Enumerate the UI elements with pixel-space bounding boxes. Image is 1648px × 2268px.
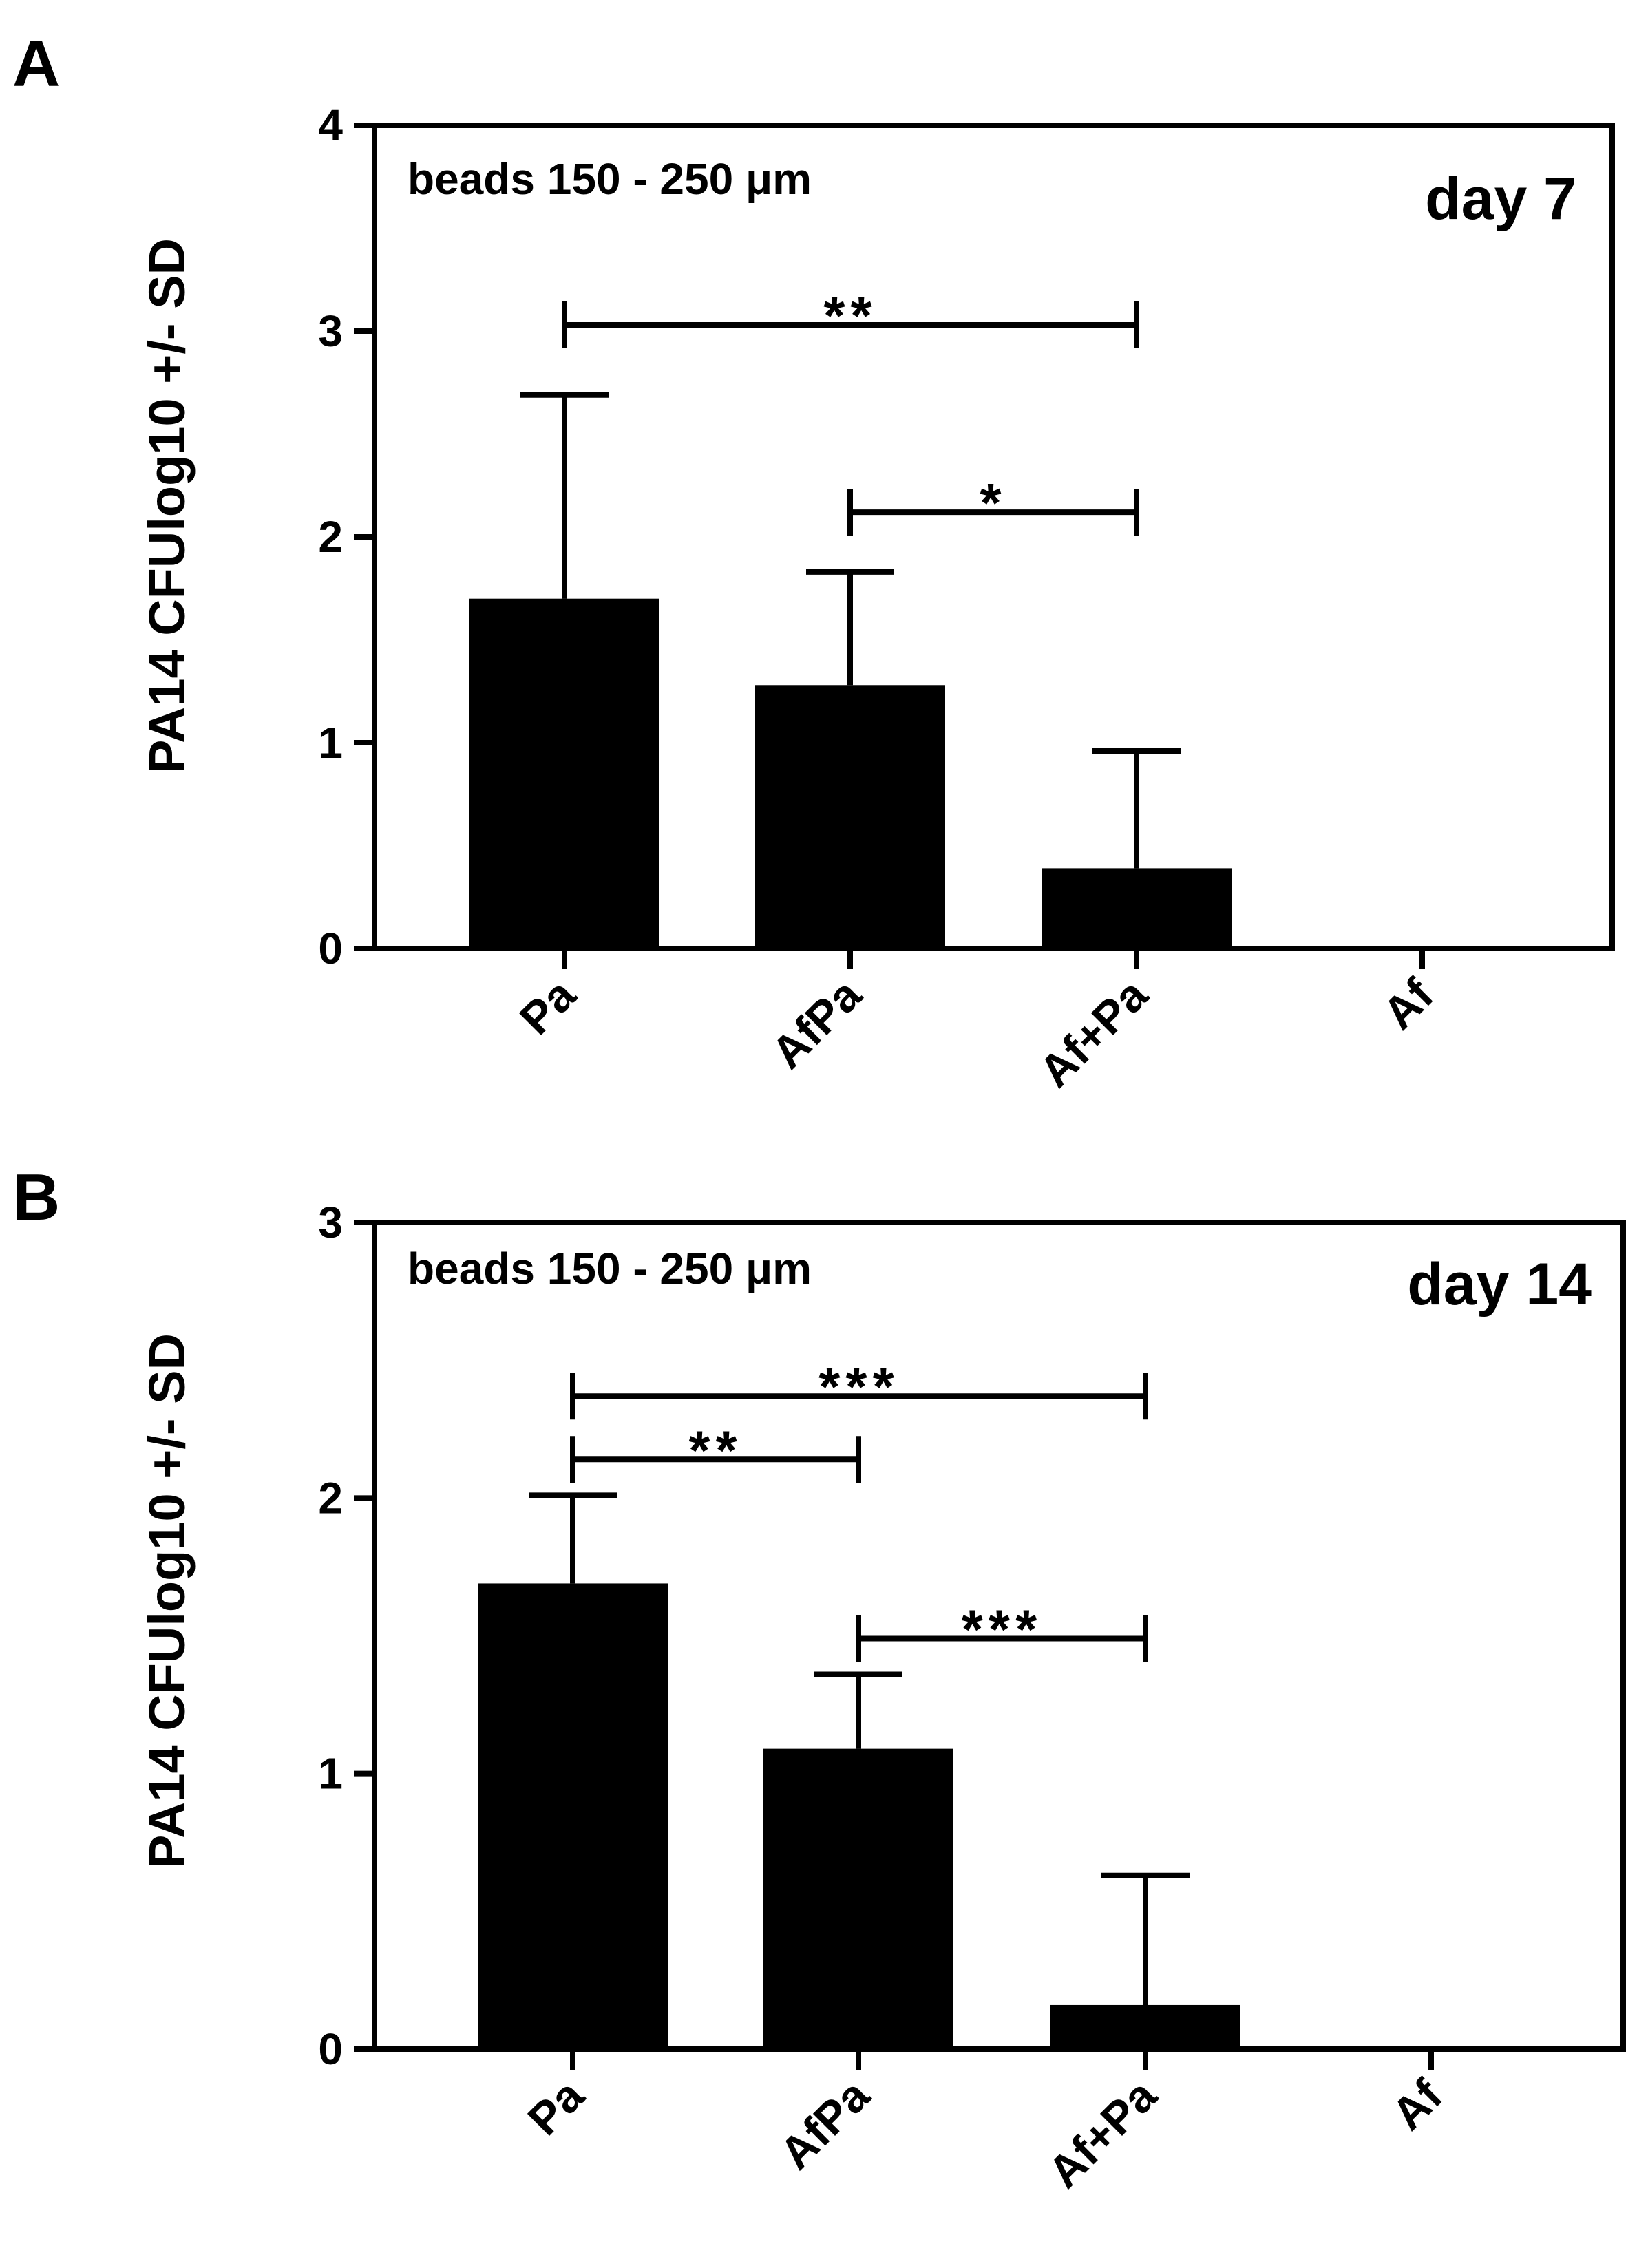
significance-stars: *** bbox=[818, 1356, 899, 1417]
panel-b: B PA14 CFUlog10 +/- SD beads 150 - 250 μ… bbox=[12, 1161, 1626, 2198]
x-tick-label: Af bbox=[1373, 968, 1443, 1039]
x-tick-label: Pa bbox=[509, 968, 585, 1044]
y-tick-label: 1 bbox=[318, 718, 343, 767]
y-tick-label: 3 bbox=[318, 306, 343, 356]
bar-afpa bbox=[755, 685, 945, 948]
y-tick-label: 0 bbox=[318, 2024, 343, 2074]
x-tick-label: AfPa bbox=[761, 968, 871, 1079]
significance-stars: ** bbox=[823, 285, 877, 346]
timepoint-label: day 14 bbox=[1407, 1251, 1592, 1317]
x-tick-label: Af+Pa bbox=[1029, 968, 1158, 1097]
significance-stars: *** bbox=[962, 1599, 1042, 1660]
x-tick-label: Af bbox=[1382, 2069, 1452, 2139]
bar-afpa bbox=[763, 1748, 953, 2049]
beads-annotation: beads 150 - 250 μm bbox=[408, 154, 812, 204]
plot-frame bbox=[372, 1220, 1626, 2052]
significance-stars: * bbox=[980, 472, 1006, 533]
x-tick-label: Pa bbox=[518, 2069, 593, 2145]
y-axis-label: PA14 CFUlog10 +/- SD bbox=[138, 1333, 196, 1869]
x-tick-label: Af+Pa bbox=[1038, 2069, 1167, 2198]
y-tick-label: 4 bbox=[318, 100, 343, 150]
bar-af-plus-pa bbox=[1050, 2004, 1240, 2049]
bar-af-plus-pa bbox=[1042, 868, 1232, 948]
timepoint-label: day 7 bbox=[1425, 166, 1576, 232]
y-tick-label: 0 bbox=[318, 924, 343, 973]
x-tick-label: AfPa bbox=[770, 2069, 880, 2179]
significance-stars: ** bbox=[688, 1419, 742, 1481]
y-tick-label: 3 bbox=[318, 1198, 343, 1247]
panel-letter: B bbox=[12, 1161, 60, 1234]
panel-a: A PA14 CFUlog10 +/- SD beads 150 - 250 μ… bbox=[12, 27, 1615, 1097]
y-tick-label: 2 bbox=[318, 1473, 343, 1523]
y-axis-label: PA14 CFUlog10 +/- SD bbox=[138, 238, 196, 774]
y-tick-label: 2 bbox=[318, 512, 343, 562]
panel-letter: A bbox=[12, 27, 60, 100]
bar-pa bbox=[469, 598, 659, 948]
bar-pa bbox=[478, 1583, 668, 2049]
y-tick-label: 1 bbox=[318, 1749, 343, 1799]
beads-annotation: beads 150 - 250 μm bbox=[408, 1244, 812, 1293]
